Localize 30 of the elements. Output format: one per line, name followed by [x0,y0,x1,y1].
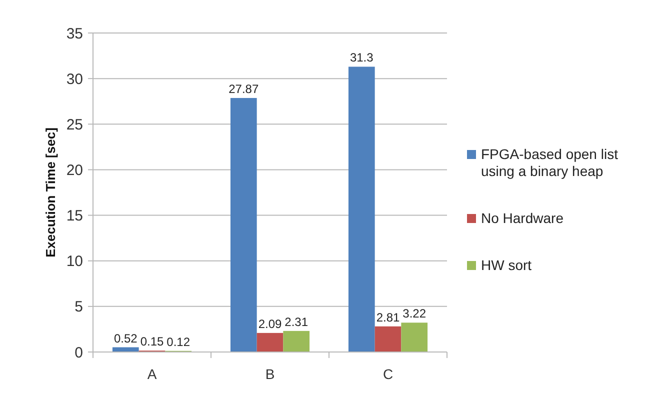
y-tick-label: 0 [74,344,83,362]
x-tick-label: C [382,366,394,382]
data-label: 2.31 [284,314,308,329]
legend-label: No Hardware [481,210,564,226]
y-tick-label: 25 [66,116,83,134]
legend-label: FPGA-based open list using a binary heap [481,146,618,179]
y-tick-label: 15 [66,208,83,225]
y-tick-label: 10 [66,253,83,270]
data-label: 2.09 [258,316,282,331]
bar [256,332,284,352]
bar [348,66,375,352]
bar [401,322,428,352]
x-tick-label: A [147,366,158,382]
bar [230,98,257,352]
x-tick-label: B [265,366,275,382]
data-label: 3.22 [402,306,426,321]
bar [283,330,310,352]
data-label: 31.3 [350,50,374,65]
bar [374,326,402,352]
data-label: 0.52 [114,331,138,346]
data-label: 0.12 [166,334,190,349]
data-label: 2.81 [376,310,400,324]
y-tick-label: 35 [66,25,83,42]
data-label: 0.15 [140,334,164,349]
legend-label: HW sort [481,257,532,273]
data-label: 27.87 [228,82,259,96]
y-tick-label: 5 [74,298,83,316]
y-tick-label: 20 [66,162,83,179]
y-axis-title: Execution Time [sec] [43,128,58,258]
y-tick-label: 30 [66,70,83,88]
